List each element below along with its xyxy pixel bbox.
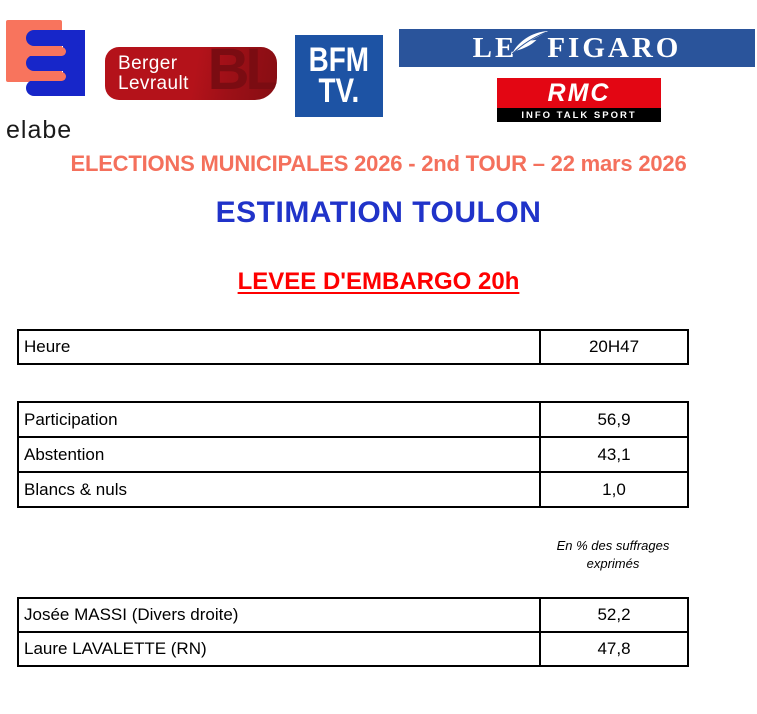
blancs-nuls-label: Blancs & nuls (17, 471, 541, 508)
table-row: Blancs & nuls 1,0 (17, 471, 689, 508)
participation-value: 56,9 (539, 401, 689, 438)
abstention-label: Abstention (17, 436, 541, 473)
berger-levrault-line1: Berger (118, 53, 178, 74)
lefigaro-word-figaro: FIGARO (547, 31, 682, 64)
elabe-logo: elabe (6, 20, 98, 145)
candidate-lavalette-label: Laure LAVALETTE (RN) (17, 631, 541, 667)
bfmtv-line2: TV. (318, 72, 360, 110)
rmc-logo: RMC INFO TALK SPORT (497, 78, 661, 122)
time-table: Heure 20H47 (17, 329, 689, 365)
berger-levrault-monogram: BL (207, 47, 277, 100)
lefigaro-word-le: LE (472, 31, 518, 64)
time-label: Heure (17, 329, 541, 365)
suffrages-note-line1: En % des suffrages (556, 538, 670, 553)
results-table: Josée MASSI (Divers droite) 52,2 Laure L… (17, 597, 689, 667)
estimation-city-title: ESTIMATION TOULON (215, 196, 542, 229)
table-row: Abstention 43,1 (17, 436, 689, 473)
lefigaro-logo: LE FIGARO (399, 29, 755, 67)
berger-levrault-logo: Berger Levrault BL (105, 47, 277, 100)
elabe-icon (6, 20, 85, 96)
elabe-wordmark: elabe (6, 116, 73, 144)
candidate-lavalette-value: 47,8 (539, 631, 689, 667)
table-row: Participation 56,9 (17, 401, 689, 438)
participation-label: Participation (17, 401, 541, 438)
table-row: Heure 20H47 (17, 329, 689, 365)
rmc-title: RMC (497, 78, 661, 108)
candidate-massi-label: Josée MASSI (Divers droite) (17, 597, 541, 633)
feather-icon (512, 30, 549, 54)
time-value: 20H47 (539, 329, 689, 365)
candidate-massi-value: 52,2 (539, 597, 689, 633)
table-row: Josée MASSI (Divers droite) 52,2 (17, 597, 689, 633)
berger-levrault-line2: Levrault (118, 73, 189, 94)
election-header-title: ELECTIONS MUNICIPALES 2026 - 2nd TOUR – … (70, 151, 687, 176)
suffrages-note: En % des suffrages exprimés (539, 537, 687, 573)
rmc-subtitle: INFO TALK SPORT (497, 108, 661, 122)
embargo-title: LEVEE D'EMBARGO 20h (237, 268, 520, 295)
blancs-nuls-value: 1,0 (539, 471, 689, 508)
bfmtv-line1: BFM (308, 40, 370, 79)
suffrages-note-line2: exprimés (586, 556, 640, 571)
abstention-value: 43,1 (539, 436, 689, 473)
table-row: Laure LAVALETTE (RN) 47,8 (17, 631, 689, 667)
bfmtv-logo: BFM TV. (295, 35, 383, 117)
participation-table: Participation 56,9 Abstention 43,1 Blanc… (17, 401, 689, 508)
